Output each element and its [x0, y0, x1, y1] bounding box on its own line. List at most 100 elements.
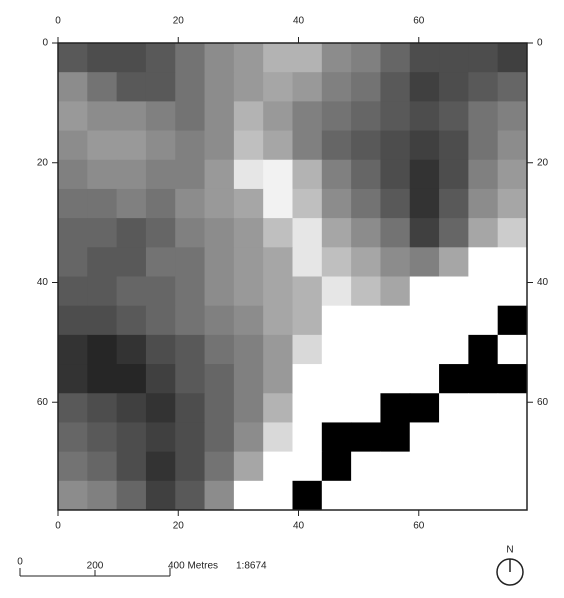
- cell: [58, 276, 88, 307]
- cell: [439, 130, 469, 161]
- cell: [204, 276, 235, 307]
- cell: [116, 422, 147, 453]
- cell: [175, 451, 206, 482]
- cell: [263, 247, 293, 277]
- cell: [116, 43, 147, 73]
- x-tick-label: 20: [173, 16, 185, 27]
- cell: [351, 101, 381, 132]
- cell: [439, 276, 469, 307]
- cell: [175, 393, 206, 423]
- cell: [321, 218, 352, 248]
- cell: [439, 188, 469, 219]
- cell: [292, 159, 323, 190]
- cell: [380, 422, 411, 453]
- cell: [351, 188, 381, 219]
- cell: [116, 218, 147, 248]
- cell: [439, 334, 469, 365]
- cell: [439, 480, 469, 511]
- x-tick-label: 0: [55, 521, 61, 532]
- cell: [87, 218, 118, 248]
- cell: [145, 364, 176, 394]
- cell: [439, 218, 469, 248]
- cell: [116, 334, 147, 365]
- cell: [145, 334, 176, 365]
- cell: [409, 422, 440, 453]
- cell: [145, 422, 176, 453]
- cell: [233, 218, 264, 248]
- cell: [263, 480, 293, 511]
- cell: [58, 451, 88, 482]
- cell: [58, 188, 88, 219]
- cell: [233, 276, 264, 307]
- cell: [351, 393, 381, 423]
- cell: [233, 247, 264, 277]
- cell: [233, 393, 264, 423]
- cell: [468, 276, 499, 307]
- cell: [87, 188, 118, 219]
- cell: [292, 247, 323, 277]
- cell: [175, 276, 206, 307]
- x-tick-label: 60: [413, 16, 425, 27]
- cell: [263, 276, 293, 307]
- cell: [145, 451, 176, 482]
- cell: [263, 334, 293, 365]
- cell: [497, 188, 528, 219]
- cell: [145, 43, 176, 73]
- cell: [204, 101, 235, 132]
- cell: [233, 159, 264, 190]
- cell: [468, 393, 499, 423]
- cell: [116, 276, 147, 307]
- x-tick-label: 40: [293, 521, 305, 532]
- cell: [175, 130, 206, 161]
- cell: [351, 276, 381, 307]
- y-tick-label: 0: [42, 38, 48, 49]
- cell: [175, 334, 206, 365]
- cell: [439, 451, 469, 482]
- cell: [263, 218, 293, 248]
- cell: [204, 159, 235, 190]
- cell: [58, 130, 88, 161]
- cell: [292, 276, 323, 307]
- cell: [380, 276, 411, 307]
- cell: [409, 334, 440, 365]
- cell: [175, 480, 206, 511]
- cell: [87, 334, 118, 365]
- cell: [439, 393, 469, 423]
- cell: [175, 101, 206, 132]
- cell: [409, 43, 440, 73]
- cell: [87, 422, 118, 453]
- cell: [233, 101, 264, 132]
- cell: [380, 130, 411, 161]
- cell: [321, 480, 352, 511]
- cell: [351, 305, 381, 336]
- cell: [116, 451, 147, 482]
- cell: [145, 276, 176, 307]
- cell: [292, 422, 323, 453]
- cell: [439, 247, 469, 277]
- cell: [58, 334, 88, 365]
- cell: [145, 480, 176, 511]
- cell: [87, 480, 118, 511]
- north-label: N: [506, 545, 513, 556]
- cell: [468, 480, 499, 511]
- cell: [292, 451, 323, 482]
- cell: [468, 159, 499, 190]
- cell: [321, 364, 352, 394]
- cell: [233, 451, 264, 482]
- cell: [321, 276, 352, 307]
- cell: [497, 422, 528, 453]
- cell: [380, 43, 411, 73]
- y-tick-label: 0: [537, 38, 543, 49]
- cell: [87, 247, 118, 277]
- raster: [58, 43, 528, 511]
- cell: [175, 159, 206, 190]
- cell: [233, 364, 264, 394]
- cell: [321, 422, 352, 453]
- cell: [439, 43, 469, 73]
- cell: [351, 480, 381, 511]
- cell: [351, 334, 381, 365]
- cell: [292, 218, 323, 248]
- cell: [116, 101, 147, 132]
- cell: [233, 130, 264, 161]
